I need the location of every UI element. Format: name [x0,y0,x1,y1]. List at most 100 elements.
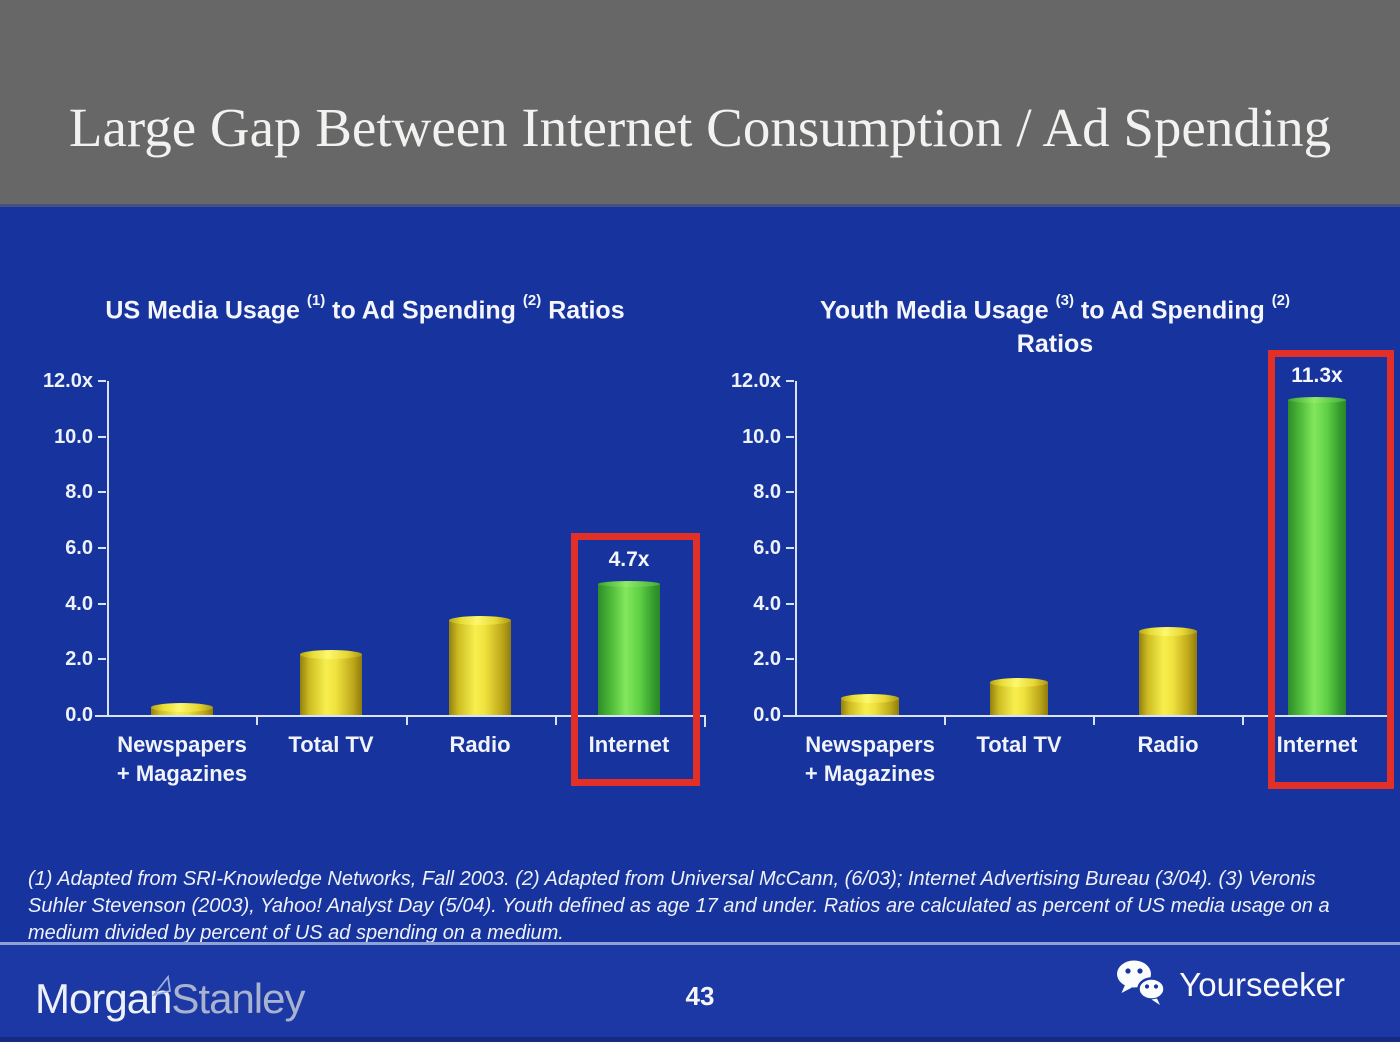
highlight-box [1268,350,1394,789]
x-category-label-line: Radio [449,732,511,757]
chart-title-text: Ratios [548,296,625,325]
x-tick-mark [944,717,946,725]
x-category-label-line: + Magazines [804,761,936,786]
bar-newspapers-magazines [151,703,213,715]
footer-separator [0,942,1400,945]
bar-internet [1288,397,1346,715]
x-tick-mark [1242,717,1244,725]
y-tick-mark [98,658,106,661]
y-tick-mark [98,380,106,382]
y-tick-label: 10.0 [742,425,781,448]
y-tick-label: 2.0 [65,648,93,671]
bar-top-cap [990,678,1048,687]
slide-bottom-edge [0,1037,1400,1042]
bar-radio [449,616,511,715]
wechat-icon [1115,959,1167,1011]
page-number: 43 [685,981,715,1011]
logo-text-morgan: Morgan [35,975,172,1022]
y-tick-mark [786,380,794,382]
bar-radio [1139,627,1197,715]
y-tick-mark [786,491,794,494]
x-category-label: Radio [1073,730,1263,759]
x-category-label: Newspapers + Magazines [87,730,277,788]
bar-top-cap [151,703,213,712]
bar-total-tv [990,678,1048,715]
x-category-label: Total TV [236,730,426,759]
x-category-label-line: Radio [1137,732,1199,757]
y-tick-label: 0.0 [753,704,781,726]
slide-title: Large Gap Between Internet Consumption /… [68,97,1332,158]
y-tick-label: 12.0x [730,370,781,392]
y-tick-mark [98,547,106,549]
bar-newspapers-magazines [841,694,899,715]
chart-title-text: US Media Usage [105,296,300,325]
y-tick-label: 10.0 [54,425,93,448]
y-tick-label: 4.0 [65,592,93,615]
footnote-ref: (3) [1055,292,1075,309]
x-category-label-line: Total TV [976,732,1062,757]
chart-title: US Media Usage (1) to Ad Spending (2) Ra… [20,288,710,327]
y-tick-label: 0.0 [65,704,93,726]
x-category-label-line: Total TV [288,732,374,757]
bar-total-tv [300,650,362,715]
bar-top-cap [300,650,362,659]
highlight-box [571,533,700,786]
y-tick-label: 8.0 [65,481,93,504]
x-category-label-line: + Magazines [116,761,248,786]
bar-top-cap [1139,627,1197,636]
morgan-stanley-logo: MorganStanley [35,974,306,1023]
y-tick-label: 4.0 [753,592,781,615]
y-tick-mark [786,602,794,605]
bar-top-cap [841,694,899,703]
footnote-ref: (2) [522,292,542,309]
y-tick-mark [98,491,106,494]
bar-top-cap [598,581,660,587]
watermark: Yourseeker [1115,959,1345,1011]
y-axis-line [107,381,109,715]
y-tick-mark [786,435,794,438]
footnote-ref: (1) [306,292,326,309]
footnote: (1) Adapted from SRI-Knowledge Networks,… [28,868,1330,944]
chart-title-text: to Ad Spending [1080,296,1265,325]
x-category-label: Internet [534,730,724,759]
bar-value-label: 11.3x [1291,364,1343,387]
x-category-label: Radio [385,730,575,759]
y-tick-label: 2.0 [753,648,781,671]
footnote-ref: (2) [1271,292,1291,309]
x-tick-mark [256,717,259,725]
chart-title-text: Youth Media Usage [819,296,1049,325]
y-tick-label: 8.0 [753,481,781,504]
x-category-label-line: Internet [588,732,670,757]
y-tick-mark [786,658,794,661]
bar-top-cap [1288,397,1346,403]
x-category-label: Internet [1222,730,1400,759]
watermark-text: Yourseeker [1179,966,1345,1003]
x-category-label-line: Internet [1276,732,1358,757]
x-axis-line [783,715,1393,717]
x-axis-end-tick [704,717,706,727]
y-tick-mark [786,547,794,549]
chart-title: Youth Media Usage (3) to Ad Spending (2)… [710,288,1400,361]
logo-text-stanley: Stanley [171,975,305,1022]
bar-value-label: 4.7x [608,548,650,571]
y-tick-label: 12.0x [42,370,93,392]
x-tick-mark [1093,717,1095,725]
y-tick-mark [98,435,106,438]
x-category-label-line: Newspapers [117,732,247,757]
bar-internet [598,581,660,715]
x-category-label-line: Newspapers [805,732,935,757]
bar-top-cap [449,616,511,625]
x-tick-mark [554,717,557,725]
chart-youth-media-usage: Youth Media Usage (3) to Ad Spending (2)… [710,270,1400,800]
y-tick-label: 6.0 [65,537,93,559]
x-tick-mark [405,717,408,725]
y-tick-mark [98,602,106,605]
y-tick-label: 6.0 [753,537,781,559]
chart-title-text: Ratios [1016,330,1094,359]
y-axis-line [795,381,797,715]
x-category-label: Total TV [924,730,1114,759]
chart-title-text: to Ad Spending [332,296,516,325]
morgan-stanley-triangle-icon [151,961,174,1009]
chart-us-media-usage: US Media Usage (1) to Ad Spending (2) Ra… [20,270,710,800]
